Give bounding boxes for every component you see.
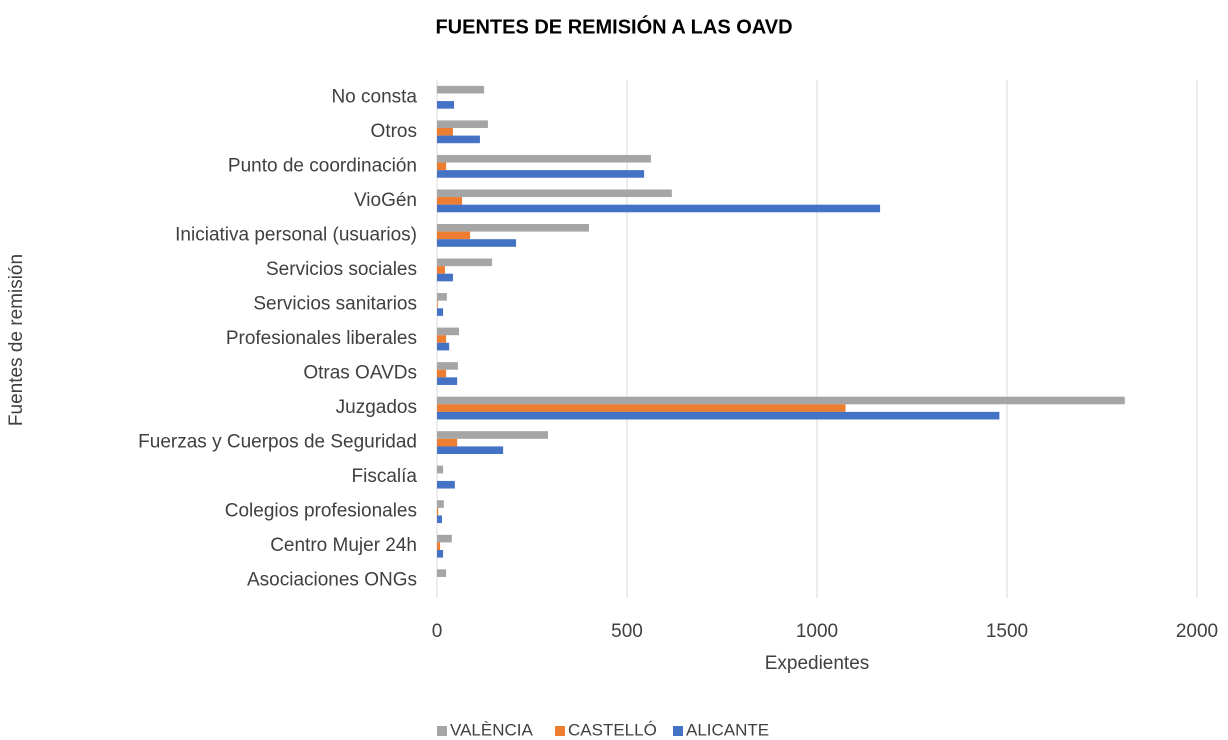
y-tick-label: Otras OAVDs [303, 363, 417, 384]
bar [437, 438, 458, 447]
bar [437, 224, 589, 232]
bar [437, 308, 444, 316]
y-tick-label: Fiscalía [352, 466, 418, 487]
bar [437, 542, 441, 550]
legend-label: CASTELLÓ [568, 720, 657, 739]
bar [437, 431, 548, 439]
bar [437, 197, 463, 205]
y-tick-label: Asociaciones ONGs [247, 570, 417, 591]
bar [437, 369, 447, 378]
bar [437, 120, 488, 128]
bar [437, 534, 452, 543]
y-tick-label: Juzgados [336, 397, 417, 418]
bar [437, 327, 460, 336]
x-axis-title: Expedientes [765, 653, 870, 674]
bar [437, 273, 453, 282]
bar [437, 204, 881, 213]
legend-label: VALÈNCIA [450, 720, 533, 739]
x-tick-label: 1500 [986, 621, 1028, 642]
bar [437, 231, 471, 240]
bar [437, 128, 453, 136]
y-tick-label: Profesionales liberales [226, 328, 417, 349]
bar [437, 569, 447, 577]
x-tick-label: 2000 [1176, 621, 1218, 642]
y-tick-label: VioGén [354, 190, 417, 211]
legend-swatch [555, 726, 565, 736]
bar [437, 266, 445, 274]
bar [437, 335, 447, 343]
bar [437, 507, 439, 516]
bar [437, 342, 450, 351]
legend-label: ALICANTE [686, 720, 769, 739]
bar [437, 404, 846, 412]
bar [437, 515, 442, 524]
y-tick-label: Servicios sanitarios [253, 293, 417, 314]
y-tick-label: Punto de coordinación [228, 155, 417, 176]
legend-swatch [673, 726, 683, 736]
bar [437, 85, 485, 94]
y-tick-label: Colegios profesionales [225, 501, 417, 522]
y-tick-label: Fuerzas y Cuerpos de Seguridad [138, 432, 417, 453]
bar [437, 293, 447, 301]
bar [437, 550, 444, 558]
bar [437, 162, 447, 171]
chart-title: FUENTES DE REMISIÓN A LAS OAVD [435, 14, 792, 38]
bar [437, 362, 458, 370]
bar [437, 465, 444, 474]
bar [437, 170, 645, 178]
x-tick-label: 500 [611, 621, 643, 642]
bar [437, 154, 651, 163]
y-tick-label: Otros [371, 121, 417, 142]
y-axis-title: Fuentes de remisión [6, 254, 27, 426]
bar [437, 377, 458, 385]
bar [437, 239, 517, 247]
bar [437, 500, 444, 508]
x-tick-label: 1000 [796, 621, 838, 642]
x-tick-label: 0 [432, 621, 443, 642]
bar [437, 135, 480, 144]
y-tick-label: Centro Mujer 24h [270, 535, 417, 556]
bar [437, 189, 672, 198]
bar [437, 300, 438, 309]
y-tick-label: No consta [331, 86, 417, 107]
bar [437, 411, 1000, 420]
y-tick-label: Iniciativa personal (usuarios) [175, 224, 417, 245]
y-tick-label: Servicios sociales [266, 259, 417, 280]
bar [437, 258, 493, 267]
bar [437, 101, 455, 109]
legend-swatch [437, 726, 447, 736]
bar [437, 446, 504, 454]
bar [437, 480, 455, 489]
bar [437, 396, 1125, 405]
